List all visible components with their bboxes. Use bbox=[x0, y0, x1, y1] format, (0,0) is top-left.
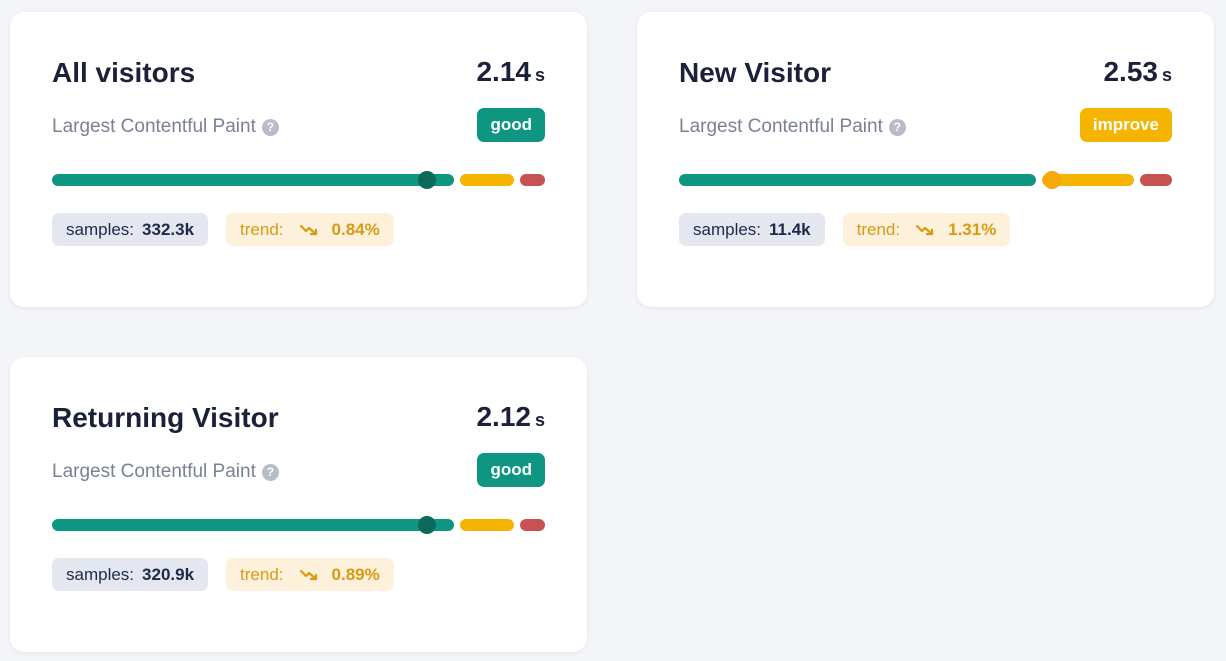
help-icon[interactable]: ? bbox=[261, 118, 279, 136]
card-title: New Visitor bbox=[679, 57, 831, 88]
metric-value-unit: s bbox=[1161, 65, 1172, 85]
trend-value: 1.31% bbox=[948, 219, 997, 239]
bar-segment-good bbox=[52, 519, 454, 531]
card-title: All visitors bbox=[52, 57, 196, 88]
visitor-card-new: New Visitor 2.53 s Largest Contentful Pai… bbox=[637, 12, 1214, 307]
distribution-bar bbox=[679, 171, 1172, 189]
trend-chip: trend: 1.31% bbox=[842, 213, 1011, 246]
bar-segment-improve bbox=[460, 519, 514, 531]
metric-value-number: 2.12 bbox=[476, 401, 531, 432]
samples-value: 320.9k bbox=[142, 564, 195, 584]
help-icon[interactable]: ? bbox=[888, 118, 906, 136]
metric-label-row: Largest Contentful Paint ? bbox=[52, 116, 279, 138]
status-badge: improve bbox=[1079, 108, 1172, 142]
bar-segment-good bbox=[679, 174, 1036, 186]
value-marker bbox=[417, 171, 436, 189]
trend-chip: trend: 0.84% bbox=[226, 213, 394, 246]
bar-segment-improve bbox=[460, 174, 514, 186]
metric-value: 2.14 s bbox=[476, 56, 545, 88]
trending-down-icon bbox=[916, 224, 934, 235]
bar-segment-poor bbox=[520, 174, 545, 186]
trending-down-icon bbox=[299, 569, 317, 580]
metric-label: Largest Contentful Paint bbox=[52, 116, 256, 137]
trend-value: 0.89% bbox=[331, 564, 380, 584]
visitor-card-returning: Returning Visitor 2.12 s Largest Contentf… bbox=[10, 357, 587, 652]
metric-value-unit: s bbox=[534, 410, 545, 430]
value-marker bbox=[1043, 171, 1061, 189]
trend-label: trend: bbox=[240, 219, 284, 239]
metric-value-number: 2.14 bbox=[476, 56, 531, 87]
metric-value-unit: s bbox=[534, 65, 545, 85]
samples-chip: samples: 11.4k bbox=[679, 213, 825, 246]
bar-segment-poor bbox=[520, 519, 545, 531]
trend-value: 0.84% bbox=[331, 219, 380, 239]
card-title: Returning Visitor bbox=[52, 402, 279, 433]
help-icon[interactable]: ? bbox=[261, 463, 279, 481]
trending-down-icon bbox=[299, 224, 317, 235]
stats-row: samples: 320.9k trend: 0.89% bbox=[52, 558, 394, 591]
metric-value-number: 2.53 bbox=[1103, 56, 1158, 87]
status-badge: good bbox=[477, 453, 545, 487]
samples-label: samples: bbox=[693, 219, 762, 239]
stats-row: samples: 11.4k trend: 1.31% bbox=[679, 213, 1011, 246]
trend-label: trend: bbox=[240, 564, 284, 584]
bar-segment-good bbox=[52, 174, 454, 186]
distribution-bar bbox=[52, 171, 545, 189]
metric-value: 2.12 s bbox=[476, 401, 545, 433]
bar-segment-poor bbox=[1140, 174, 1172, 186]
bar-segment-improve bbox=[1042, 174, 1134, 186]
trend-label: trend: bbox=[856, 219, 901, 239]
metric-label: Largest Contentful Paint bbox=[679, 116, 883, 137]
status-badge: good bbox=[477, 108, 545, 142]
samples-value: 332.3k bbox=[142, 219, 195, 239]
samples-chip: samples: 332.3k bbox=[52, 213, 209, 246]
samples-value: 11.4k bbox=[769, 219, 811, 239]
samples-chip: samples: 320.9k bbox=[52, 558, 209, 591]
samples-label: samples: bbox=[66, 564, 135, 584]
metric-label: Largest Contentful Paint bbox=[52, 461, 256, 482]
value-marker bbox=[417, 516, 436, 534]
metric-label-row: Largest Contentful Paint ? bbox=[679, 116, 906, 138]
distribution-bar bbox=[52, 516, 545, 534]
metric-value: 2.53 s bbox=[1103, 56, 1172, 88]
trend-chip: trend: 0.89% bbox=[226, 558, 394, 591]
metric-label-row: Largest Contentful Paint ? bbox=[52, 461, 279, 483]
visitor-card-all: All visitors 2.14 s Largest Contentful Pa… bbox=[10, 12, 587, 307]
samples-label: samples: bbox=[66, 219, 135, 239]
stats-row: samples: 332.3k trend: 0.84% bbox=[52, 213, 394, 246]
